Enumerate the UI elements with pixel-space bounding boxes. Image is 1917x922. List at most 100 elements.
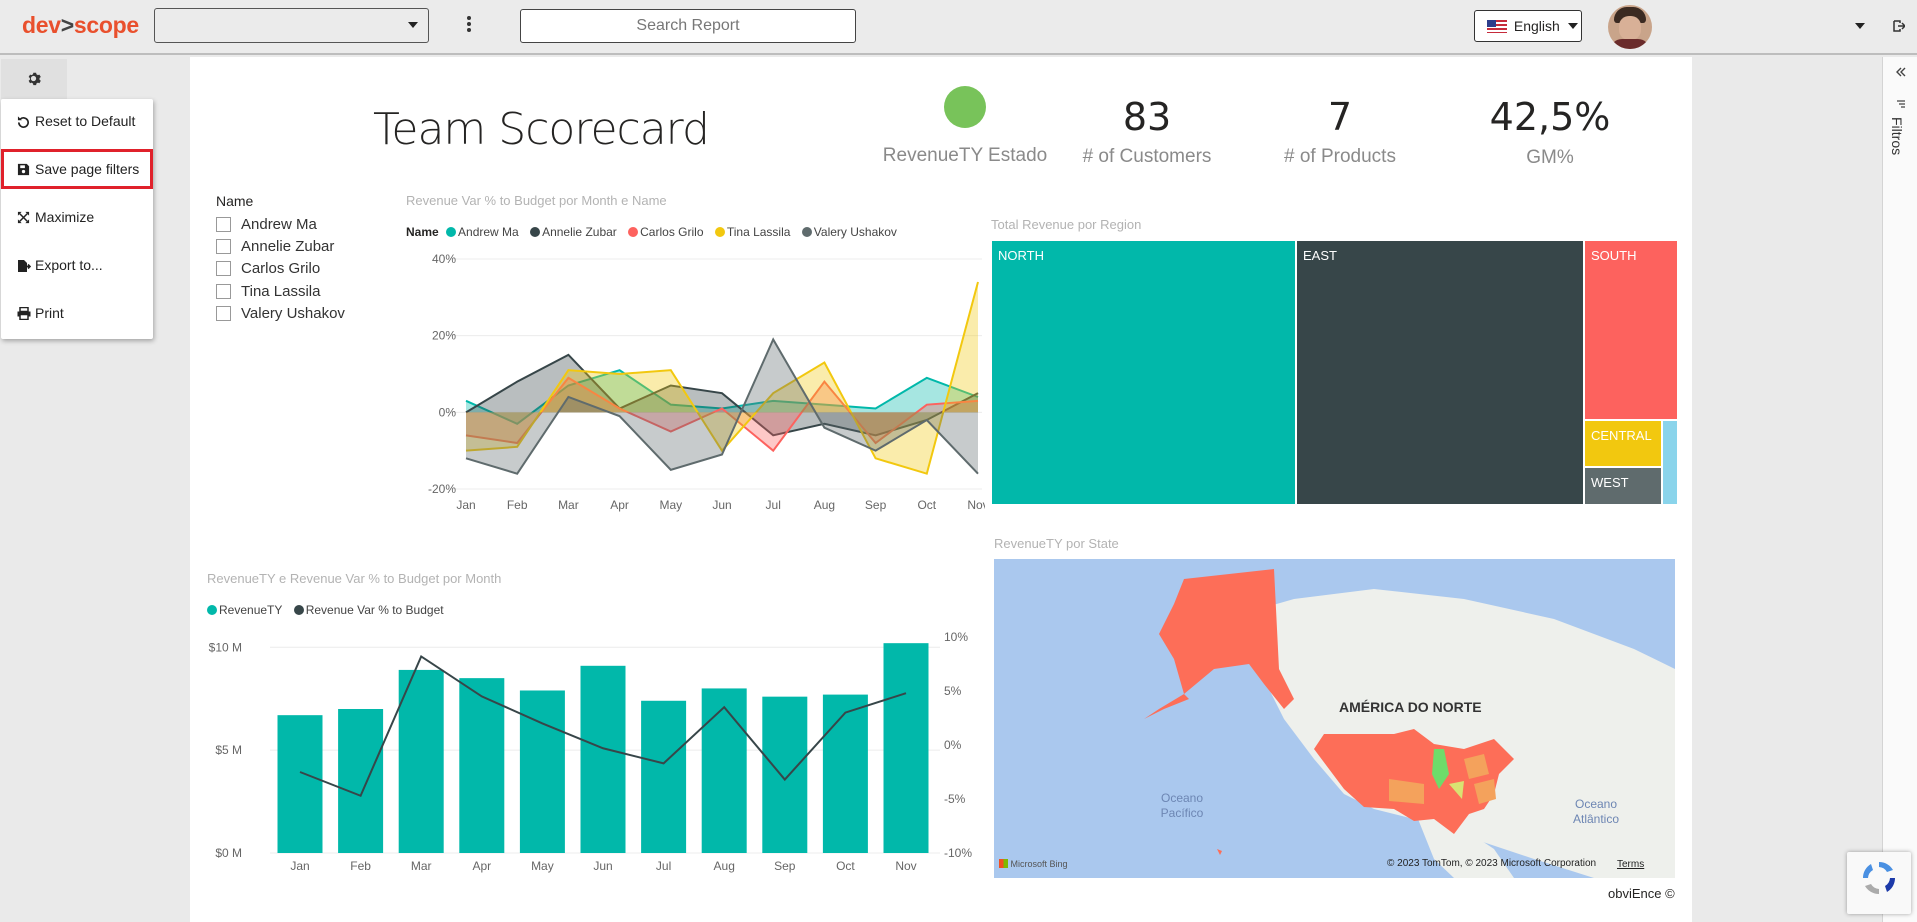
checkbox[interactable] (216, 217, 231, 232)
treemap-central[interactable]: CENTRAL (1585, 421, 1661, 466)
treemap-other[interactable] (1663, 421, 1677, 504)
gear-icon (28, 72, 41, 86)
x-tick-label: Jul (656, 859, 671, 873)
bar-revenuety (519, 690, 565, 853)
kpi-label: # of Customers (1082, 146, 1212, 167)
report-title: Team Scorecard (373, 104, 710, 155)
user-avatar[interactable] (1608, 5, 1652, 49)
settings-menu: Reset to Default Save page filters Maxim… (1, 99, 153, 339)
treemap-title: Total Revenue por Region (991, 217, 1142, 232)
us-flag-icon (1487, 20, 1507, 33)
bar-revenuety (701, 688, 747, 853)
bar-revenuety (883, 643, 929, 853)
map-title: RevenueTY por State (994, 536, 1119, 551)
legend-item[interactable]: Revenue Var % to Budget (293, 603, 444, 617)
legend-item[interactable]: Andrew Ma (446, 225, 519, 239)
bar-revenuety (580, 665, 626, 853)
x-tick-label: Jan (290, 859, 309, 873)
map-attribution: © 2023 TomTom, © 2023 Microsoft Corporat… (1387, 858, 1597, 869)
save-icon (17, 163, 30, 176)
x-tick-label: Oct (917, 498, 936, 512)
slicer-title: Name (216, 193, 254, 209)
kpi-label: RevenueTY Estado (882, 145, 1048, 166)
print-item[interactable]: Print (1, 293, 153, 333)
state-map[interactable]: AMÉRICA DO NORTE Oceano Pacífico Oceano … (994, 559, 1675, 878)
x-tick-label: Apr (610, 498, 629, 512)
search-input[interactable]: Search Report (520, 9, 856, 43)
area-chart[interactable]: 40% 20% 0% -20%Jan Feb Mar Apr May Jun Jul Aug Sep O… (400, 245, 985, 515)
maximize-item[interactable]: Maximize (1, 197, 153, 237)
bar-revenuety (762, 696, 808, 853)
checkbox[interactable] (216, 239, 231, 254)
x-tick-label: Feb (507, 498, 528, 512)
bing-logo: Microsoft Bing (999, 859, 1068, 869)
kpi-label: # of Products (1284, 146, 1396, 167)
slicer-item-label: Tina Lassila (241, 283, 321, 300)
map-label-north-america: AMÉRICA DO NORTE (1339, 699, 1482, 715)
checkbox[interactable] (216, 284, 231, 299)
checkbox[interactable] (216, 306, 231, 321)
print-icon (17, 307, 31, 320)
combo-chart[interactable]: $10 M $5 M $0 M 10% 5% 0% -5% -10% Jan Feb Mar Apr M… (200, 625, 985, 880)
area-chart-legend: Name Andrew Ma Annelie Zubar Carlos Gril… (406, 225, 905, 239)
combo-chart-legend: RevenueTY Revenue Var % to Budget (207, 603, 452, 617)
area-chart-title: Revenue Var % to Budget por Month e Name (406, 193, 667, 208)
map-land (994, 559, 1675, 878)
top-bar: dev>scope Search Report English (0, 0, 1917, 55)
bar-revenuety (277, 715, 323, 853)
series-line-carlos-grilo (465, 376, 979, 453)
treemap-west[interactable]: WEST (1585, 468, 1661, 504)
legend-item[interactable]: Annelie Zubar (530, 225, 617, 239)
x-tick-label: May (531, 859, 554, 873)
workspace-select[interactable] (154, 8, 429, 43)
y-tick-label: 40% (432, 252, 456, 266)
checkbox[interactable] (216, 261, 231, 276)
reset-to-default-item[interactable]: Reset to Default (1, 101, 153, 141)
treemap-north[interactable]: NORTH (992, 241, 1295, 504)
more-options-icon[interactable] (464, 16, 474, 36)
x-tick-label: Jul (766, 498, 781, 512)
sign-out-icon[interactable] (1893, 20, 1905, 32)
x-tick-label: Nov (967, 498, 985, 512)
chevron-down-icon (408, 22, 418, 28)
treemap-east[interactable]: EAST (1297, 241, 1583, 504)
y2-tick-label: -5% (944, 792, 966, 806)
y-tick-label: 0% (439, 405, 457, 419)
language-label: English (1513, 18, 1560, 34)
x-tick-label: Apr (472, 859, 491, 873)
legend-item[interactable]: Valery Ushakov (801, 225, 897, 239)
x-tick-label: Oct (836, 859, 855, 873)
user-menu-chevron-icon[interactable] (1855, 23, 1865, 29)
export-icon (18, 260, 31, 272)
menu-item-label: Save page filters (35, 161, 140, 177)
x-tick-label: Jun (593, 859, 612, 873)
map-terms-link[interactable]: Terms (1617, 859, 1645, 870)
series-area-carlos-grilo (466, 377, 978, 451)
treemap-south[interactable]: SOUTH (1585, 241, 1677, 419)
save-page-filters-item[interactable]: Save page filters (1, 149, 153, 189)
kpi-label: GM% (1526, 147, 1574, 168)
language-select[interactable]: English (1474, 10, 1582, 42)
y2-tick-label: 5% (944, 684, 962, 698)
filters-pane-label[interactable]: Filtros (1889, 117, 1905, 156)
expand-left-icon[interactable] (1895, 67, 1907, 77)
devscope-logo[interactable]: dev>scope (22, 12, 139, 38)
x-tick-label: Feb (350, 859, 371, 873)
recaptcha-badge[interactable] (1847, 852, 1911, 914)
series-line-tina-lassila (465, 281, 979, 475)
legend-item[interactable]: Carlos Grilo (628, 225, 704, 239)
reset-icon (17, 116, 29, 128)
x-tick-label: Nov (895, 859, 916, 873)
y-tick-label: -20% (428, 482, 456, 496)
menu-item-label: Print (35, 305, 64, 321)
kpi-products-value: 7 (1327, 95, 1353, 139)
y2-tick-label: 10% (944, 630, 968, 644)
y-tick-label: $0 M (215, 846, 242, 860)
x-tick-label: Mar (411, 859, 432, 873)
legend-item[interactable]: RevenueTY (207, 603, 282, 617)
settings-button[interactable] (1, 59, 67, 99)
x-tick-label: May (659, 498, 682, 512)
legend-item[interactable]: Tina Lassila (714, 225, 790, 239)
menu-item-label: Export to... (35, 257, 103, 273)
export-item[interactable]: Export to... (1, 245, 153, 285)
